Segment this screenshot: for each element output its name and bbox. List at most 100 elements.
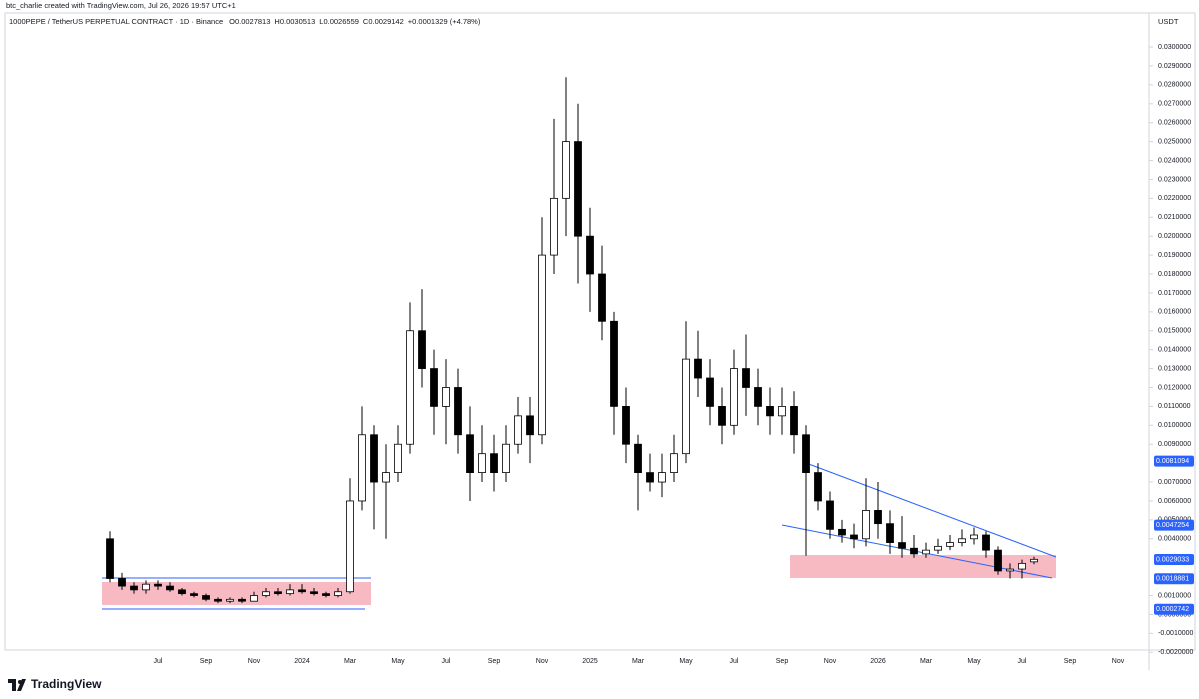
candle-body [646,472,654,483]
candle-body [130,585,138,591]
candle-body [118,578,126,587]
candles [106,77,1038,604]
candle-body [994,549,1002,572]
candle-body [694,358,702,379]
x-tick-label: Nov [824,658,837,665]
price-label: 0.0081094 [1156,458,1189,465]
candle-body [190,593,198,596]
candle-body [550,197,558,256]
x-tick-label: Sep [200,658,213,665]
y-tick-label: -0.0020000 [1158,649,1194,656]
x-tick-label: Jul [154,658,163,665]
candle-body [514,415,522,445]
price-label: 0.0047254 [1156,522,1189,529]
candle-body [166,585,174,591]
candle-body [850,534,858,540]
candle-body [478,453,486,473]
support-zone [790,555,1056,578]
candle-body [754,387,762,407]
y-tick-label: 0.0270000 [1158,101,1191,108]
y-tick-label: 0.0010000 [1158,592,1191,599]
y-tick-label: 0.0060000 [1158,498,1191,505]
y-tick-label: 0.0290000 [1158,63,1191,70]
candle-body [178,589,186,595]
y-tick-label: 0.0090000 [1158,441,1191,448]
candle-body [706,377,714,407]
candle-body [814,472,822,502]
candle-body [298,589,306,593]
candle-body [1018,562,1026,570]
y-tick-label: 0.0240000 [1158,157,1191,164]
candle-body [538,254,546,436]
candle-body [982,534,990,551]
y-tick-label: 0.0130000 [1158,365,1191,372]
y-tick-label: 0.0140000 [1158,347,1191,354]
x-tick-label: Mar [632,658,645,665]
x-tick-label: Mar [344,658,357,665]
price-label-bg [1154,573,1194,585]
candle-body [934,545,942,551]
candle-body [502,443,510,473]
price-label-bg [1154,455,1194,467]
candle-body [238,598,246,602]
candle-body [358,434,366,502]
candle-body [226,598,234,602]
x-tick-label: Mar [920,658,933,665]
price-label-bg [1154,554,1194,566]
candle-body [526,415,534,436]
candle-body [766,405,774,417]
x-tick-label: Jul [442,658,451,665]
x-tick-label: Sep [1064,658,1077,665]
x-tick-label: May [679,658,693,665]
x-tick-label: Sep [488,658,501,665]
candle-body [838,528,846,536]
candle-body [490,453,498,473]
candle-body [898,542,906,549]
candle-body [370,434,378,483]
legend-value: O0.0027813 [229,17,270,26]
legend-value: H0.0030513 [274,17,315,26]
x-tick-label: 2025 [582,658,598,665]
x-tick-label: Sep [776,658,789,665]
candle-body [634,443,642,473]
candle-body [310,591,318,595]
candle-body [262,591,270,596]
y-tick-label: 0.0200000 [1158,233,1191,240]
price-label: 0.0018881 [1156,576,1189,583]
candle-body [682,358,690,455]
candle-body [958,538,966,543]
candle-body [1006,568,1014,572]
y-tick-label: 0.0230000 [1158,176,1191,183]
candle-body [778,405,786,417]
price-label-bg [1154,519,1194,531]
price-label-bg [1154,603,1194,615]
candle-body [382,472,390,483]
candle-body [346,500,354,593]
logo-dot [18,680,22,684]
trend-line [805,462,1057,558]
candle-body [922,549,930,555]
candle-body [442,387,450,407]
candle-body [286,589,294,595]
legend-value: +0.0001329 (+4.78%) [408,17,481,26]
x-tick-label: May [967,658,981,665]
y-tick-label: 0.0300000 [1158,44,1191,51]
candle-body [454,387,462,436]
y-tick-label: 0.0250000 [1158,138,1191,145]
candle-body [142,583,150,591]
candle-body [250,595,258,602]
candle-body [334,591,342,596]
y-tick-label: 0.0210000 [1158,214,1191,221]
candle-body [970,534,978,540]
candle-body [466,434,474,473]
y-tick-label: 0.0190000 [1158,252,1191,259]
candle-body [154,583,162,587]
candle-body [886,523,894,543]
candle-body [658,472,666,483]
candle-body [106,538,114,579]
candle-body [214,598,222,602]
x-tick-label: Jul [1018,658,1027,665]
candle-body [910,547,918,555]
y-tick-label: 0.0000000 [1158,611,1191,618]
candle-body [610,320,618,407]
